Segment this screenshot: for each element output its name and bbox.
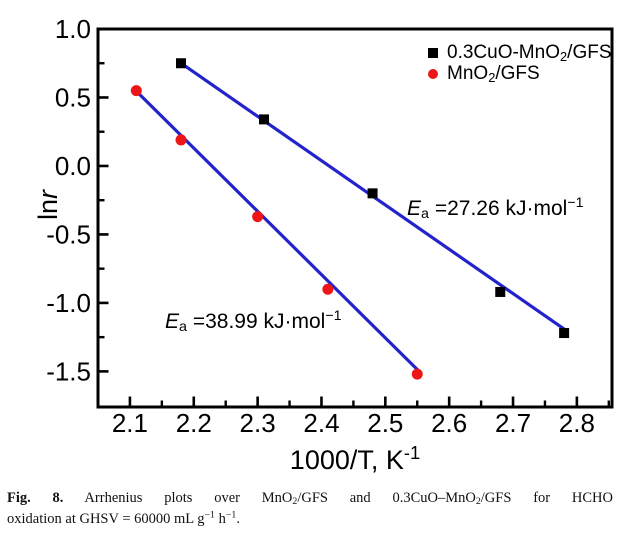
text-part: MnO bbox=[447, 62, 489, 84]
x-tick-label: 2.8 bbox=[559, 408, 595, 438]
text-part: E bbox=[165, 309, 180, 333]
text-part: =38.99 kJ·mol bbox=[186, 309, 326, 333]
y-tick-label: -1.0 bbox=[46, 288, 91, 318]
data-point-circle bbox=[322, 283, 334, 295]
text-part: 2 bbox=[292, 496, 298, 508]
square-marker-icon bbox=[428, 47, 438, 58]
x-tick-label: 2.2 bbox=[176, 408, 212, 438]
y-tick-label: -1.5 bbox=[46, 356, 91, 386]
x-tick-label: 2.1 bbox=[112, 408, 148, 438]
text-part: −1 bbox=[225, 509, 237, 521]
y-tick-label: 0.0 bbox=[55, 151, 91, 181]
data-point-square bbox=[495, 286, 506, 297]
text-part: oxidation at GHSV = 60000 mL g bbox=[7, 511, 205, 527]
data-point-circle bbox=[411, 368, 423, 380]
data-point-square bbox=[367, 188, 378, 199]
text-part: a bbox=[421, 206, 429, 223]
text-part: −1 bbox=[204, 509, 215, 521]
y-tick-label: 1.0 bbox=[55, 14, 91, 44]
y-tick-label: -0.5 bbox=[46, 219, 91, 249]
text-part: Fig. 8. bbox=[7, 490, 64, 506]
legend-item-MnO2/GFS: MnO2/GFS bbox=[428, 63, 612, 84]
data-point-square bbox=[259, 114, 270, 125]
plot-canvas: 2.1 2.2 2.3 2.4 2.5 2.6 2.7 2.8 1.0 0.5 0.0 -0.5 -1.… bbox=[46, 14, 614, 438]
arrhenius-chart: 2.1 2.2 2.3 2.4 2.5 2.6 2.7 2.8 1.0 0.5 0.0 -0.5 -1.… bbox=[23, 14, 614, 476]
text-part: 0.3CuO-MnO bbox=[447, 41, 560, 63]
data-point-circle bbox=[130, 85, 142, 97]
legend-label: MnO2/GFS bbox=[447, 63, 540, 85]
x-tick-label: 2.5 bbox=[367, 408, 403, 438]
figure-caption: Fig. 8. Arrhenius plots over MnO2/GFS an… bbox=[0, 488, 620, 530]
x-tick-label: 2.6 bbox=[431, 408, 467, 438]
caption-line: oxidation at GHSV = 60000 mL g−1 h−1. bbox=[7, 509, 613, 530]
data-point-circle bbox=[175, 134, 187, 146]
legend-item-0.3CuO-MnO2/GFS: 0.3CuO-MnO2/GFS bbox=[428, 42, 612, 63]
data-point-square bbox=[559, 328, 570, 339]
data-point-circle bbox=[252, 211, 264, 223]
text-part: E bbox=[407, 197, 422, 221]
data-point-square bbox=[176, 58, 187, 69]
text-part: r bbox=[32, 190, 63, 199]
text-part: /GFS bbox=[567, 41, 612, 63]
text-part: −1 bbox=[325, 307, 342, 324]
text-part: /GFS and 0.3CuO–MnO bbox=[297, 490, 476, 506]
text-part: a bbox=[179, 318, 187, 335]
plot-frame bbox=[96, 27, 614, 409]
activation-energy-label-ea-cuo-mno2: Ea =27.26 kJ·mol−1 bbox=[407, 195, 584, 223]
text-part: 2 bbox=[559, 48, 568, 64]
legend: 0.3CuO-MnO2/GFS MnO2/GFS bbox=[428, 42, 612, 84]
text-part: −1 bbox=[567, 195, 584, 212]
text-part: Arrhenius plots over MnO bbox=[63, 490, 293, 506]
text-part: 2 bbox=[488, 69, 496, 85]
text-part: . bbox=[236, 511, 240, 527]
text-part: 1000/T, K bbox=[289, 445, 404, 475]
x-tick-label: 2.7 bbox=[495, 408, 531, 438]
x-axis-title: 1000/T, K-1 bbox=[98, 441, 612, 476]
activation-energy-label-ea-mno2: Ea =38.99 kJ·mol−1 bbox=[165, 307, 342, 335]
text-part: -1 bbox=[403, 441, 421, 463]
text-part: ln bbox=[32, 199, 63, 221]
circle-marker-icon bbox=[428, 68, 438, 79]
x-tick-label: 2.4 bbox=[303, 408, 339, 438]
text-part: =27.26 kJ·mol bbox=[428, 197, 568, 221]
legend-label: 0.3CuO-MnO2/GFS bbox=[447, 42, 612, 64]
y-tick-label: 0.5 bbox=[55, 82, 91, 112]
text-part: /GFS for HCHO bbox=[480, 490, 613, 506]
text-part: h bbox=[214, 511, 226, 527]
y-axis-title: ln r bbox=[23, 161, 73, 249]
text-part: /GFS bbox=[495, 62, 540, 84]
x-tick-label: 2.3 bbox=[240, 408, 276, 438]
text-part: 2 bbox=[475, 496, 481, 508]
caption-line: Fig. 8. Arrhenius plots over MnO2/GFS an… bbox=[7, 488, 613, 509]
